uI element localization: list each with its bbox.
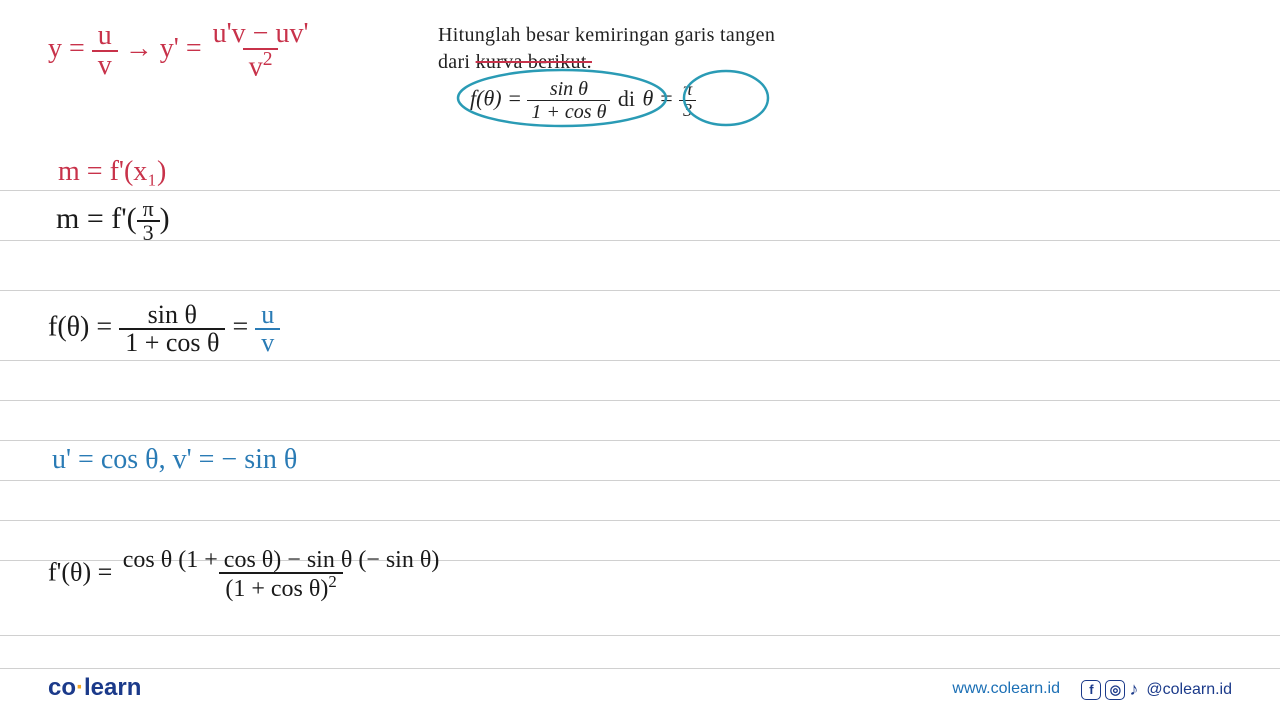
footer-url: www.colearn.id [952, 680, 1060, 698]
ruled-line [0, 480, 1280, 481]
uv-frac: u v [255, 302, 280, 356]
footer: co·learn www.colearn.id f ◎ ♪ @colearn.i… [0, 672, 1280, 702]
ruled-line [0, 400, 1280, 401]
fprime-frac: cos θ (1 + cos θ) − sin θ (− sin θ) (1 +… [119, 548, 444, 601]
ruled-line [0, 360, 1280, 361]
line-f-prime: f'(θ) = cos θ (1 + cos θ) − sin θ (− sin… [48, 548, 443, 601]
eq-lhs: f(θ) = [470, 86, 527, 111]
ruled-line [0, 240, 1280, 241]
ruled-line [0, 520, 1280, 521]
qr-frac-deriv: u'v − uv' v2 [209, 20, 313, 81]
ruled-line [0, 290, 1280, 291]
problem-text: Hitunglah besar kemiringan garis tangen … [438, 22, 775, 76]
footer-social: f ◎ ♪ @colearn.id [1081, 679, 1232, 700]
ruled-line [0, 668, 1280, 669]
instagram-icon: ◎ [1105, 680, 1125, 700]
problem-equation: f(θ) = sin θ 1 + cos θ di θ = π 3 [470, 78, 696, 123]
line-m-x1: m = f'(x₁) [58, 156, 166, 188]
ruled-line [0, 440, 1280, 441]
eq-di: di [618, 86, 635, 111]
f-frac: sin θ 1 + cos θ [119, 302, 225, 356]
line-m-pi3: m = f'(π3) [56, 198, 170, 244]
line-u-v-prime: u' = cos θ, v' = − sin θ [52, 444, 297, 476]
eq-theta: θ = [643, 86, 680, 111]
qr-frac-uv: u v [92, 22, 118, 80]
qr-arrow: → y' = [125, 33, 209, 64]
brand-logo: co·learn [48, 674, 141, 702]
ruled-line [0, 190, 1280, 191]
facebook-icon: f [1081, 680, 1101, 700]
qr-lhs: y = [48, 33, 92, 64]
tiktok-icon: ♪ [1129, 679, 1138, 700]
line-f-theta: f(θ) = sin θ 1 + cos θ = u v [48, 302, 280, 356]
eq-pi3: π 3 [679, 80, 696, 121]
social-handle: @colearn.id [1146, 681, 1232, 699]
ruled-line [0, 635, 1280, 636]
logo-dot-icon: · [76, 674, 84, 701]
quotient-rule: y = u v → y' = u'v − uv' v2 [48, 20, 313, 81]
eq-frac: sin θ 1 + cos θ [527, 78, 610, 123]
problem-line1: Hitunglah besar kemiringan garis tangen [438, 22, 775, 49]
problem-line2: dari kurva berikut. [438, 49, 775, 76]
